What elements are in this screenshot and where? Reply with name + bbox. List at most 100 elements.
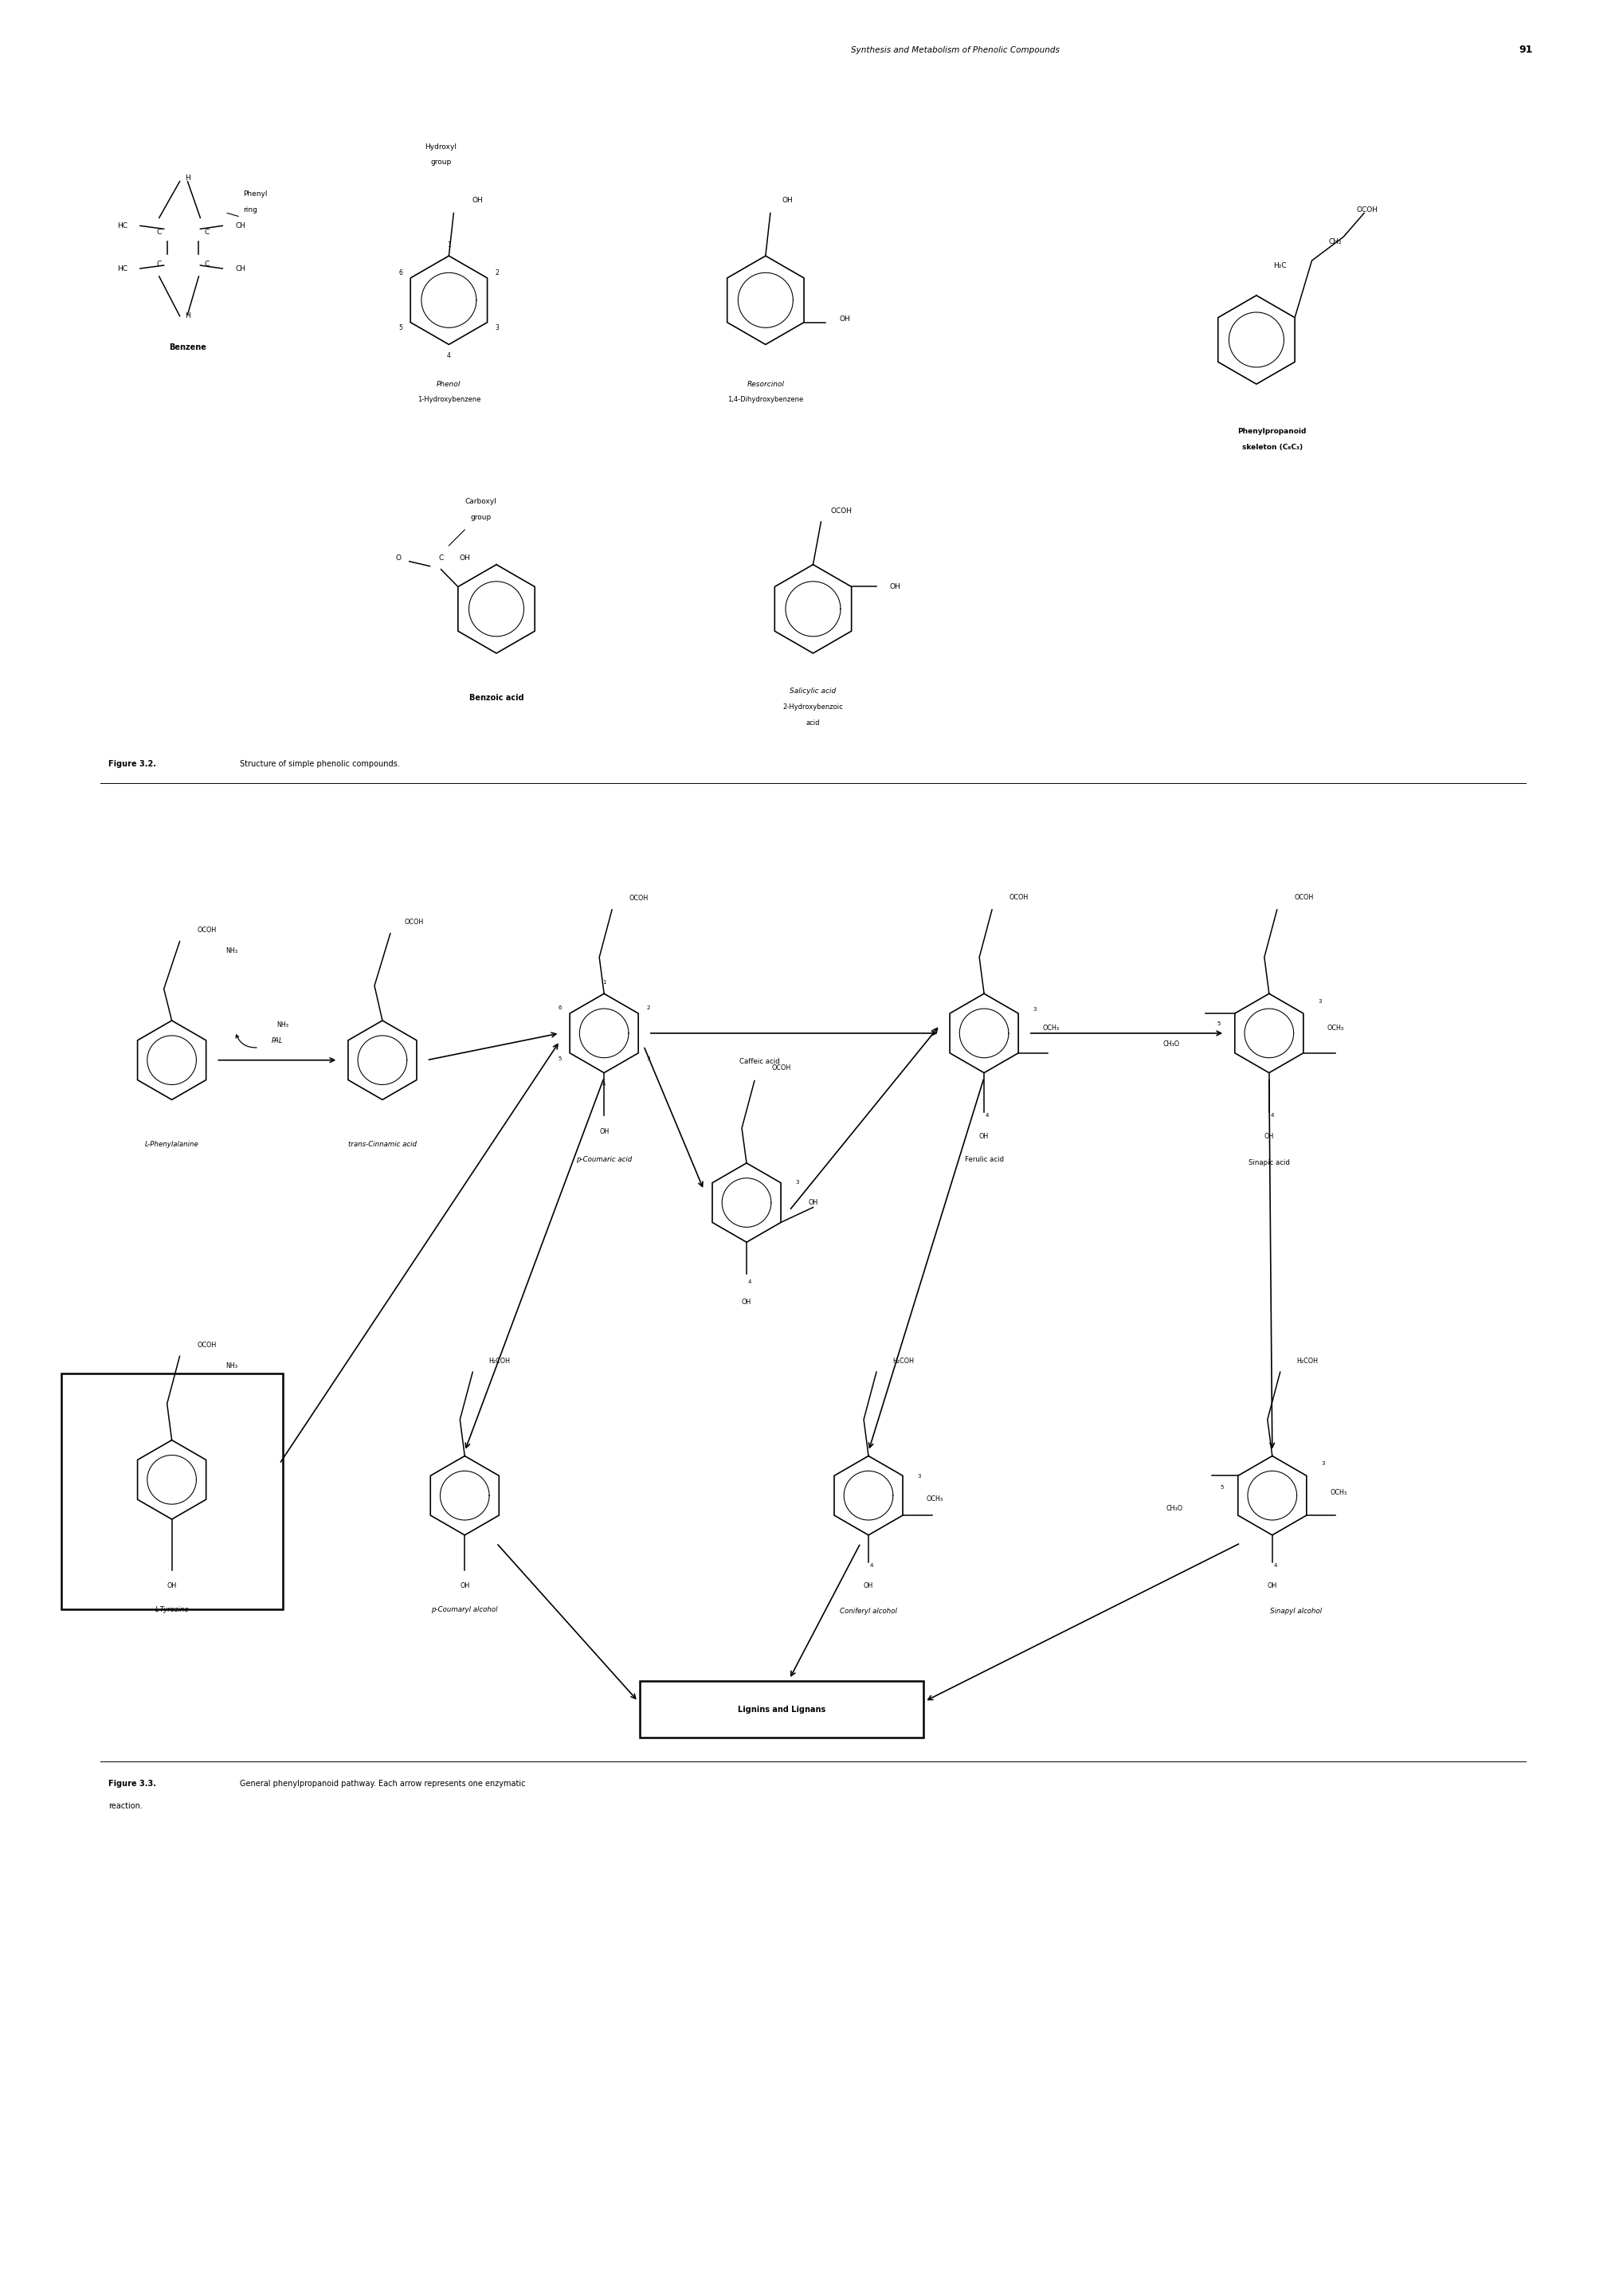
- Text: OCOH: OCOH: [405, 918, 424, 925]
- Text: 6: 6: [559, 1006, 562, 1010]
- Text: 2: 2: [495, 269, 499, 276]
- Text: Benzene: Benzene: [168, 344, 206, 351]
- Text: 4: 4: [1273, 1564, 1276, 1568]
- Text: 3: 3: [1321, 1463, 1324, 1467]
- Text: CH: CH: [235, 264, 246, 273]
- Text: OH: OH: [839, 315, 850, 324]
- Text: CH: CH: [235, 223, 246, 230]
- Text: Sinapyl alcohol: Sinapyl alcohol: [1269, 1607, 1321, 1614]
- Text: 5: 5: [559, 1056, 562, 1061]
- Text: OH: OH: [742, 1300, 751, 1306]
- Text: NH₃: NH₃: [277, 1022, 288, 1029]
- Text: 5: 5: [398, 324, 403, 331]
- Text: H₂C: H₂C: [1273, 262, 1285, 269]
- Text: Phenol: Phenol: [437, 381, 461, 388]
- Text: 1: 1: [602, 980, 606, 985]
- Text: Ferulic acid: Ferulic acid: [963, 1157, 1004, 1164]
- Text: OCOH: OCOH: [628, 895, 648, 902]
- Text: General phenylpropanoid pathway. Each arrow represents one enzymatic: General phenylpropanoid pathway. Each ar…: [240, 1779, 525, 1789]
- Text: Figure 3.2.: Figure 3.2.: [108, 760, 155, 769]
- Text: 4: 4: [748, 1279, 751, 1283]
- Text: 5: 5: [1219, 1486, 1222, 1490]
- Text: Benzoic acid: Benzoic acid: [470, 693, 523, 703]
- Text: OCH₃: OCH₃: [926, 1495, 942, 1502]
- Text: C: C: [439, 556, 444, 563]
- Text: C: C: [204, 259, 209, 266]
- Text: H₂COH: H₂COH: [1295, 1357, 1318, 1364]
- Text: Lignins and Lignans: Lignins and Lignans: [737, 1706, 826, 1713]
- Text: Hydroxyl: Hydroxyl: [424, 142, 457, 149]
- Text: C: C: [157, 259, 162, 266]
- Text: OH: OH: [863, 1582, 873, 1589]
- Text: 4: 4: [869, 1564, 873, 1568]
- Text: 91: 91: [1519, 46, 1532, 55]
- Text: Caffeic acid: Caffeic acid: [738, 1058, 779, 1065]
- Text: L-Tyrosine: L-Tyrosine: [155, 1605, 189, 1614]
- Text: 1: 1: [447, 241, 450, 248]
- Text: OCH₃: OCH₃: [1326, 1024, 1344, 1031]
- Text: ring: ring: [243, 207, 257, 214]
- Text: Phenyl: Phenyl: [243, 191, 267, 197]
- Text: 4: 4: [602, 1081, 606, 1086]
- Text: Figure 3.3.: Figure 3.3.: [108, 1779, 155, 1789]
- Text: CH₃O: CH₃O: [1166, 1504, 1182, 1511]
- Text: OH: OH: [979, 1132, 989, 1139]
- Text: Sinapic acid: Sinapic acid: [1248, 1159, 1289, 1166]
- Text: Salicylic acid: Salicylic acid: [790, 689, 835, 696]
- Text: NH₃: NH₃: [227, 948, 238, 955]
- Text: OCOH: OCOH: [198, 928, 217, 934]
- Text: OH: OH: [599, 1127, 609, 1134]
- Text: 3: 3: [795, 1180, 798, 1185]
- Text: PAL: PAL: [270, 1038, 283, 1045]
- Text: OCOH: OCOH: [771, 1065, 790, 1072]
- Text: OH: OH: [808, 1199, 818, 1205]
- Text: 6: 6: [398, 269, 403, 276]
- Text: trans-Cinnamic acid: trans-Cinnamic acid: [348, 1141, 416, 1148]
- Text: OH: OH: [889, 583, 900, 590]
- Text: 3: 3: [1033, 1008, 1036, 1013]
- Text: OH: OH: [1266, 1582, 1276, 1589]
- Text: 3: 3: [1318, 999, 1321, 1003]
- Text: CH₃O: CH₃O: [1162, 1040, 1179, 1047]
- Text: acid: acid: [806, 719, 819, 726]
- Text: OH: OH: [460, 556, 470, 563]
- Text: H: H: [185, 174, 189, 181]
- Text: Synthesis and Metabolism of Phenolic Compounds: Synthesis and Metabolism of Phenolic Com…: [852, 46, 1059, 55]
- FancyBboxPatch shape: [62, 1373, 282, 1609]
- Text: H₂COH: H₂COH: [892, 1357, 913, 1364]
- Text: OCOH: OCOH: [1294, 893, 1313, 900]
- Text: OCOH: OCOH: [1009, 893, 1028, 900]
- Text: 4: 4: [447, 351, 450, 358]
- Text: 3: 3: [495, 324, 499, 331]
- Text: 1-Hydroxybenzene: 1-Hydroxybenzene: [418, 397, 481, 404]
- Text: O: O: [395, 556, 402, 563]
- Text: OH: OH: [460, 1582, 470, 1589]
- Text: OH: OH: [167, 1582, 176, 1589]
- Text: OH: OH: [1263, 1132, 1273, 1139]
- Text: OH: OH: [471, 197, 482, 204]
- Text: HC: HC: [117, 264, 128, 273]
- Text: C: C: [157, 230, 162, 236]
- Text: 3: 3: [646, 1056, 649, 1061]
- Text: group: group: [470, 514, 491, 521]
- Text: Coniferyl alcohol: Coniferyl alcohol: [839, 1607, 897, 1614]
- Text: OCOH: OCOH: [198, 1341, 217, 1348]
- Text: OH: OH: [782, 197, 793, 204]
- Text: Structure of simple phenolic compounds.: Structure of simple phenolic compounds.: [240, 760, 400, 769]
- Text: 2-Hydroxybenzoic: 2-Hydroxybenzoic: [782, 703, 843, 712]
- Text: reaction.: reaction.: [108, 1802, 142, 1809]
- Text: 5: 5: [1216, 1022, 1219, 1026]
- Text: OCH₃: OCH₃: [1329, 1488, 1347, 1497]
- Text: p-Coumaryl alcohol: p-Coumaryl alcohol: [431, 1605, 497, 1614]
- Text: OCOH: OCOH: [831, 507, 852, 514]
- Text: Resorcinol: Resorcinol: [746, 381, 784, 388]
- FancyBboxPatch shape: [640, 1681, 923, 1738]
- Text: OCH₃: OCH₃: [1041, 1024, 1059, 1031]
- Text: group: group: [431, 158, 452, 165]
- Text: OCOH: OCOH: [1355, 207, 1378, 214]
- Text: 2: 2: [646, 1006, 649, 1010]
- Text: H₂COH: H₂COH: [489, 1357, 510, 1364]
- Text: 4: 4: [1269, 1114, 1274, 1118]
- Text: C: C: [204, 230, 209, 236]
- Text: NH₃: NH₃: [227, 1362, 238, 1368]
